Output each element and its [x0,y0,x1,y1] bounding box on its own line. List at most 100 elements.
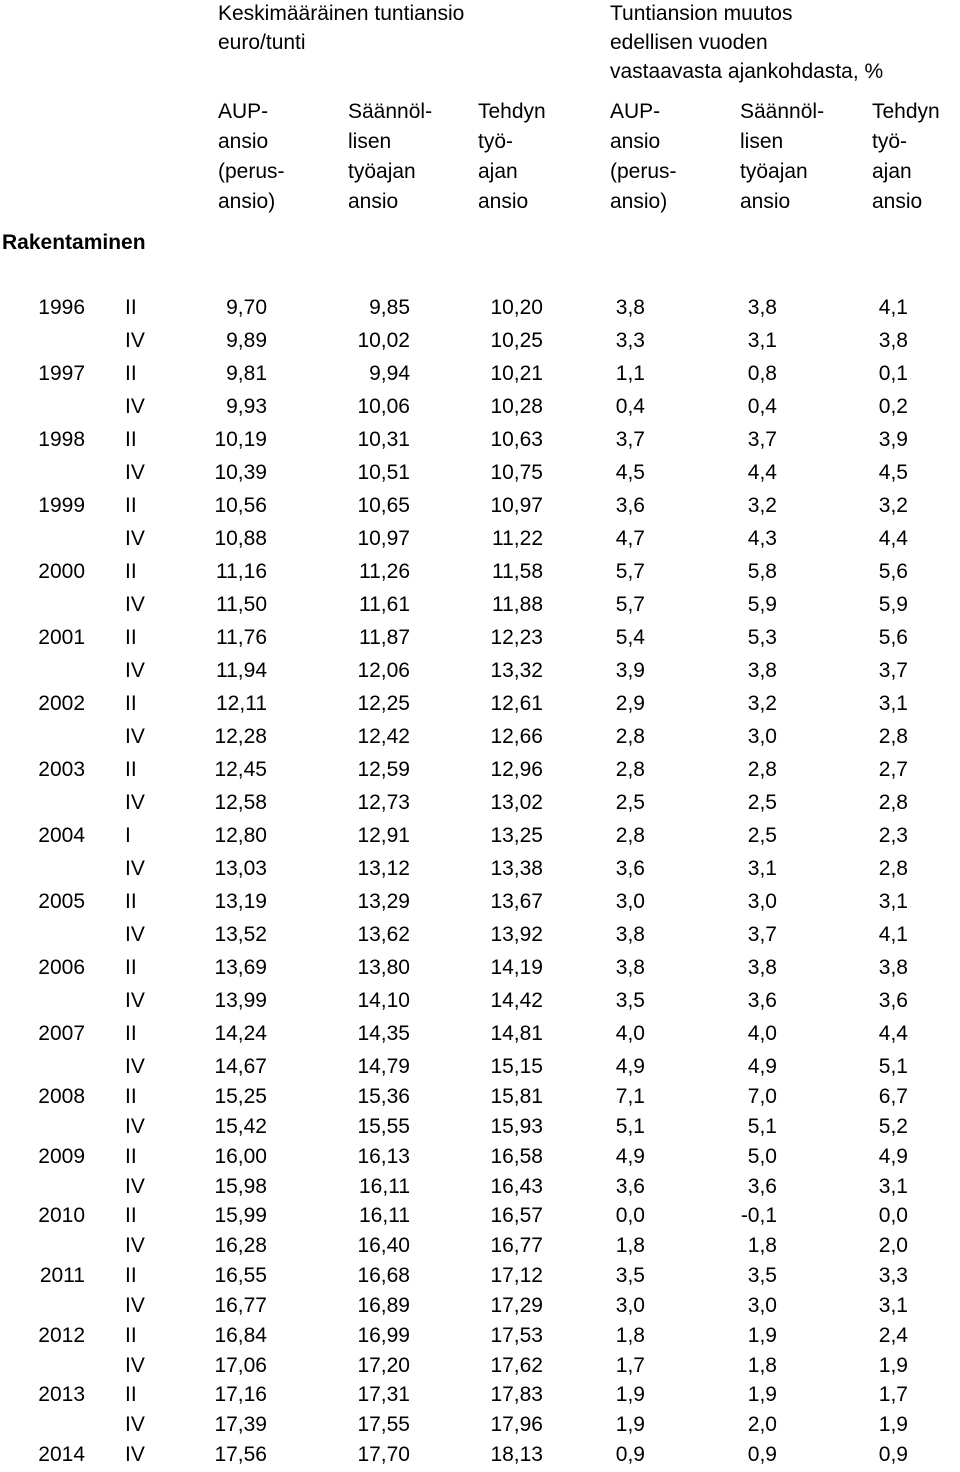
cell: -0,1 [740,1204,777,1228]
period: II [125,1204,137,1228]
cell: 16,77 [490,1234,543,1258]
period: II [125,428,137,451]
column-header: AUP- [610,100,661,123]
cell: 3,9 [615,659,645,682]
cell: 14,79 [357,1055,410,1078]
column-header: Säännöl- [740,100,825,123]
cell: 12,59 [357,758,410,781]
period: IV [125,395,145,418]
cell: 3,6 [615,1174,645,1198]
cell: 2,8 [878,725,908,748]
year: 2006 [38,956,85,979]
cell: 2,5 [747,824,777,847]
cell: 7,1 [615,1085,645,1108]
column-header: työajan [740,160,808,183]
cell: 11,88 [492,593,543,616]
cell: 3,7 [747,923,777,946]
cell: 0,0 [615,1204,645,1228]
cell: 3,0 [747,1293,777,1317]
cell: 3,6 [747,989,777,1012]
cell: 3,1 [747,857,777,880]
cell: 12,61 [490,692,543,715]
cell: 2,8 [747,758,777,781]
cell: 10,56 [214,494,267,517]
cell: 5,4 [615,626,645,649]
cell: 16,40 [357,1234,410,1258]
cell: 13,92 [490,923,543,946]
cell: 0,9 [747,1443,777,1466]
period: IV [125,725,145,748]
cell: 3,7 [615,428,645,451]
cell: 2,5 [747,791,777,814]
cell: 10,28 [490,395,543,418]
cell: 17,70 [357,1443,410,1466]
cell: 12,73 [357,791,410,814]
cell: 9,89 [226,329,267,352]
cell: 0,1 [878,362,908,385]
cell: 11,22 [492,527,543,550]
year: 2000 [38,560,85,583]
year: 2012 [38,1323,85,1347]
cell: 5,6 [878,626,908,649]
column-header: Tehdyn [872,100,940,123]
period: II [125,1085,137,1108]
cell: 6,7 [878,1085,908,1108]
cell: 10,75 [490,461,543,484]
cell: 4,9 [747,1055,777,1078]
cell: 12,06 [357,659,410,682]
cell: 2,9 [615,692,645,715]
cell: 9,81 [226,362,267,385]
group-header: vastaavasta ajankohdasta, % [610,60,884,83]
period: IV [125,527,145,550]
cell: 17,06 [214,1353,267,1377]
cell: 13,69 [214,956,267,979]
cell: 12,45 [214,758,267,781]
cell: 15,15 [490,1055,543,1078]
cell: 13,38 [490,857,543,880]
cell: 10,31 [357,428,410,451]
cell: 15,93 [490,1114,543,1138]
cell: 15,25 [214,1085,267,1108]
cell: 13,25 [490,824,543,847]
period: II [125,692,137,715]
cell: 5,7 [615,593,645,616]
year: 2014 [38,1443,85,1466]
cell: 1,9 [615,1413,645,1437]
cell: 4,3 [747,527,777,550]
period: II [125,1264,137,1287]
cell: 3,0 [615,890,645,913]
cell: 2,7 [878,758,908,781]
cell: 2,8 [878,857,908,880]
year: 2013 [38,1383,85,1407]
cell: 13,19 [214,890,267,913]
cell: 17,83 [490,1383,543,1407]
cell: 16,43 [490,1174,543,1198]
cell: 14,19 [490,956,543,979]
period: IV [125,989,145,1012]
cell: 1,9 [615,1383,645,1407]
cell: 10,19 [214,428,267,451]
period: II [125,956,137,979]
cell: 2,0 [747,1413,777,1437]
cell: 5,2 [878,1114,908,1138]
group-header: euro/tunti [218,31,306,54]
column-header: ansio) [610,190,668,213]
period: IV [125,1174,145,1198]
cell: 3,8 [615,296,645,319]
cell: 10,51 [357,461,410,484]
cell: 5,9 [878,593,908,616]
cell: 2,3 [878,824,908,847]
cell: 9,85 [369,296,410,319]
cell: 13,62 [357,923,410,946]
cell: 12,23 [490,626,543,649]
cell: 3,6 [747,1174,777,1198]
cell: 11,16 [216,560,267,583]
cell: 5,3 [747,626,777,649]
cell: 5,8 [747,560,777,583]
cell: 4,1 [878,296,908,319]
cell: 17,96 [490,1413,543,1437]
cell: 12,42 [357,725,410,748]
cell: 3,1 [878,1174,908,1198]
cell: 10,06 [357,395,410,418]
cell: 11,87 [359,626,410,649]
